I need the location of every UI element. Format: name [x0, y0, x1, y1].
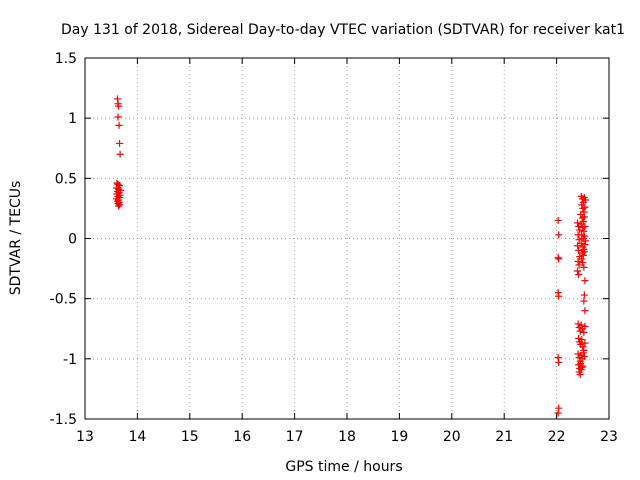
x-tick-label: 13 — [76, 429, 94, 445]
data-point — [581, 277, 589, 285]
y-tick-label: 0.5 — [55, 171, 77, 187]
data-point — [579, 362, 587, 370]
data-point — [574, 219, 582, 227]
data-point — [554, 216, 562, 224]
chart-title: Day 131 of 2018, Sidereal Day-to-day VTE… — [61, 22, 625, 38]
data-point — [578, 336, 586, 344]
data-point — [580, 291, 588, 299]
data-point — [581, 203, 589, 211]
x-tick-label: 17 — [286, 429, 304, 445]
data-point — [554, 409, 562, 417]
x-tick-label: 23 — [600, 429, 618, 445]
data-point — [555, 358, 563, 366]
x-tick-label: 15 — [181, 429, 199, 445]
x-tick-label: 21 — [495, 429, 513, 445]
data-point — [575, 271, 583, 279]
data-point — [574, 320, 582, 328]
data-point — [575, 334, 583, 342]
data-point — [574, 257, 582, 265]
data-point — [574, 267, 582, 275]
data-point — [580, 352, 588, 360]
data-point — [577, 366, 585, 374]
data-point — [579, 251, 587, 259]
data-point — [115, 121, 123, 129]
y-tick-label: -1.5 — [50, 412, 77, 428]
y-axis: -1.5 -1 -0.5 0 0.5 1 1.5 — [50, 51, 609, 428]
data-point — [581, 322, 589, 330]
data-point — [580, 263, 588, 271]
data-point — [574, 350, 582, 358]
y-tick-label: 0 — [68, 232, 77, 248]
data-point — [116, 150, 124, 158]
y-tick-label: -0.5 — [50, 292, 77, 308]
data-point — [581, 241, 589, 249]
data-point — [555, 292, 563, 300]
x-tick-label: 14 — [128, 429, 146, 445]
data-point — [115, 102, 123, 110]
data-point — [581, 196, 589, 204]
data-point — [114, 113, 122, 121]
data-point — [577, 321, 585, 329]
x-tick-label: 20 — [443, 429, 461, 445]
data-point — [580, 297, 588, 305]
data-point — [581, 339, 589, 347]
y-tick-label: 1.5 — [55, 51, 77, 67]
y-tick-label: 1 — [68, 111, 77, 127]
grid-lines — [85, 58, 609, 419]
data-points — [112, 95, 589, 417]
data-point — [579, 349, 587, 357]
y-tick-label: -1 — [63, 352, 77, 368]
data-point — [577, 210, 585, 218]
x-tick-label: 16 — [233, 429, 251, 445]
data-point — [116, 139, 124, 147]
data-point — [580, 328, 588, 336]
data-point — [580, 213, 588, 221]
data-point — [575, 236, 583, 244]
x-tick-label: 22 — [548, 429, 566, 445]
data-point — [579, 343, 587, 351]
data-point — [575, 247, 583, 255]
x-tick-label: 19 — [390, 429, 408, 445]
x-tick-label: 18 — [338, 429, 356, 445]
data-point — [555, 231, 563, 239]
data-point — [574, 242, 582, 250]
data-point — [115, 202, 123, 210]
y-axis-label: SDTVAR / TECUs — [8, 181, 24, 296]
data-point — [581, 307, 589, 315]
data-point — [575, 261, 583, 269]
data-point — [577, 220, 585, 228]
data-point — [581, 222, 589, 230]
x-axis: 13 14 15 16 17 18 19 20 21 22 23 — [76, 58, 618, 445]
data-point — [580, 232, 588, 240]
data-point — [580, 248, 588, 256]
data-point — [555, 255, 563, 263]
data-point — [577, 239, 585, 247]
data-point — [116, 201, 124, 209]
data-point — [576, 370, 584, 378]
data-point — [578, 255, 586, 263]
data-point — [579, 259, 587, 267]
x-axis-label: GPS time / hours — [285, 459, 402, 475]
